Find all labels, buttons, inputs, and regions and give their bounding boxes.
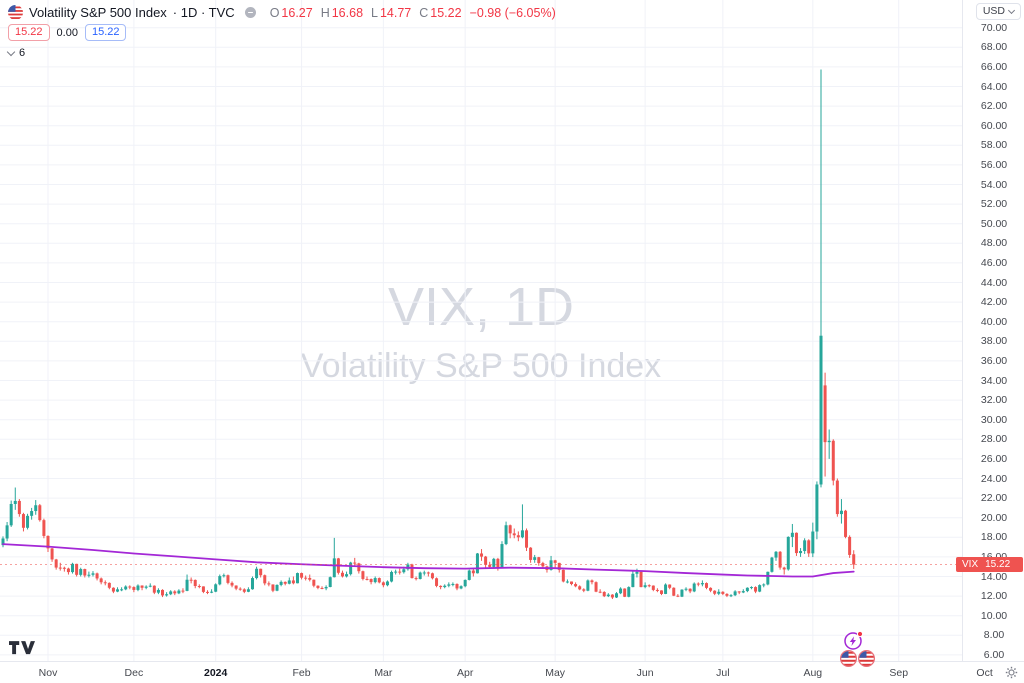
time-tick-label: Sep xyxy=(889,667,909,679)
close-value: 15.22 xyxy=(430,5,462,20)
change-badge: 0.00 xyxy=(56,26,78,39)
chevron-down-icon xyxy=(1007,6,1016,15)
price-tick-label: 66.00 xyxy=(980,60,1008,73)
price-tick-label: 6.00 xyxy=(983,648,1005,661)
price-tick-label: 68.00 xyxy=(980,41,1008,54)
time-axis[interactable]: Nov Dec 2024 Feb Mar Apr May Jun Jul Aug Sep Oct xyxy=(0,661,1024,683)
indicators-count: 6 xyxy=(19,47,26,59)
price-tick-label: 10.00 xyxy=(980,609,1008,622)
time-tick-label: Aug xyxy=(803,667,823,679)
tradingview-logo[interactable] xyxy=(9,641,35,661)
time-tick-label: Dec xyxy=(124,667,144,679)
grid-lines xyxy=(0,0,962,661)
price-tick-label: 44.00 xyxy=(980,276,1008,289)
time-tick-label: 2024 xyxy=(203,667,228,679)
time-tick-label: Mar xyxy=(374,667,393,679)
time-tick-label: May xyxy=(545,667,566,679)
boost-lightning-button[interactable] xyxy=(843,630,864,651)
last-price-value: 15.22 xyxy=(985,559,1011,571)
price-tick-label: 36.00 xyxy=(980,354,1008,367)
ohlc-values: O 16.27 H 16.68 L 14.77 C 15.22 −0.98 (−6.05… xyxy=(270,6,556,20)
price-tick-label: 54.00 xyxy=(980,178,1008,191)
time-tick-label: Oct xyxy=(976,667,993,679)
price-tick-label: 8.00 xyxy=(983,629,1005,642)
low-value: 14.77 xyxy=(379,5,412,20)
currency-dropdown[interactable]: USD xyxy=(975,3,1021,20)
last-price-badge[interactable]: 15.22 xyxy=(8,24,50,41)
price-tick-label: 20.00 xyxy=(980,511,1008,524)
close-label: C xyxy=(419,5,429,20)
price-tick-label: 22.00 xyxy=(980,492,1008,505)
indicators-toggle[interactable]: 6 xyxy=(6,47,556,59)
time-tick-label: Jun xyxy=(636,667,654,679)
market-status-icon[interactable] xyxy=(244,7,256,18)
price-tick-label: 30.00 xyxy=(980,413,1008,426)
time-tick-label: Apr xyxy=(456,667,474,679)
time-tick-label: Feb xyxy=(292,667,311,679)
chevron-down-icon xyxy=(6,47,16,57)
price-badges-row: 15.22 0.00 15.22 xyxy=(8,24,556,41)
price-tick-label: 60.00 xyxy=(980,119,1008,132)
price-tick-label: 24.00 xyxy=(980,472,1008,485)
price-tick-label: 64.00 xyxy=(980,80,1008,93)
price-tick-label: 62.00 xyxy=(980,100,1008,113)
price-tick-label: 38.00 xyxy=(980,335,1008,348)
gear-icon[interactable] xyxy=(1005,666,1018,683)
event-flag-icon[interactable] xyxy=(839,649,858,672)
currency-label: USD xyxy=(982,5,1005,17)
price-tick-label: 56.00 xyxy=(980,158,1008,171)
high-value: 16.68 xyxy=(331,5,364,20)
price-tick-label: 40.00 xyxy=(980,315,1008,328)
price-tick-label: 18.00 xyxy=(980,531,1008,544)
low-label: L xyxy=(371,5,378,20)
legend-title-row: Volatility S&P 500 Index · 1D · TVC O 16.… xyxy=(8,5,556,20)
high-label: H xyxy=(320,5,330,20)
price-tick-label: 58.00 xyxy=(980,139,1008,152)
ma-line xyxy=(2,543,855,578)
time-tick-label: Nov xyxy=(38,667,58,679)
price-tick-label: 42.00 xyxy=(980,296,1008,309)
change-value: −0.98 (−6.05%) xyxy=(469,5,556,20)
price-tick-label: 32.00 xyxy=(980,394,1008,407)
us-flag-icon xyxy=(8,5,23,20)
price-tick-label: 52.00 xyxy=(980,198,1008,211)
open-label: O xyxy=(269,5,280,20)
candles xyxy=(1,69,856,600)
symbol-interval-exchange[interactable]: · 1D · TVC xyxy=(172,5,235,20)
time-tick-label: Jul xyxy=(716,667,730,679)
price-tick-label: 46.00 xyxy=(980,256,1008,269)
countdown-badge[interactable]: 15.22 xyxy=(84,24,127,41)
price-tick-label: 12.00 xyxy=(980,590,1008,603)
last-price-symbol: VIX xyxy=(962,559,979,571)
price-tick-label: 14.00 xyxy=(980,570,1008,583)
price-tick-label: 70.00 xyxy=(980,21,1008,34)
symbol-title[interactable]: Volatility S&P 500 Index xyxy=(29,5,167,20)
price-tick-label: 26.00 xyxy=(980,452,1008,465)
price-tick-label: 50.00 xyxy=(980,217,1008,230)
last-price-label: VIX 15.22 xyxy=(956,557,1023,573)
event-flag-icon[interactable] xyxy=(857,649,876,672)
price-tick-label: 28.00 xyxy=(980,433,1008,446)
price-tick-label: 34.00 xyxy=(980,374,1008,387)
symbol-legend: Volatility S&P 500 Index · 1D · TVC O 16.… xyxy=(6,5,556,59)
open-value: 16.27 xyxy=(281,5,313,20)
price-tick-label: 48.00 xyxy=(980,237,1008,250)
price-axis[interactable]: USD VIX 15.22 70.00 68.00 66.00 64.00 62.00 6… xyxy=(956,0,1024,661)
